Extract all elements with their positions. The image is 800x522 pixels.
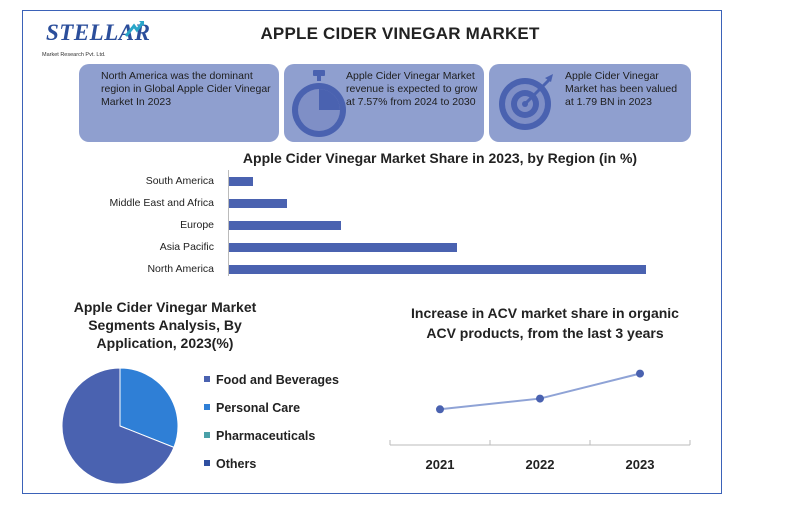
card-text: North America was the dominant region in… bbox=[101, 70, 271, 108]
bar bbox=[229, 243, 457, 252]
bar-label: Europe bbox=[180, 219, 214, 231]
x-tick-label: 2023 bbox=[625, 457, 655, 472]
pie-chart-title: Apple Cider Vinegar Market Segments Anal… bbox=[73, 299, 257, 351]
logo-arrow-icon bbox=[124, 21, 145, 37]
bar-label: South America bbox=[145, 175, 214, 187]
bar-chart-title: Apple Cider Vinegar Market Share in 2023… bbox=[242, 150, 638, 166]
legend-label: Personal Care bbox=[216, 401, 301, 415]
x-tick-label: 2022 bbox=[525, 457, 555, 472]
info-card-value: Apple Cider Vinegar Market has been valu… bbox=[489, 64, 691, 142]
bar-label: North America bbox=[147, 263, 214, 275]
bar bbox=[229, 177, 254, 186]
legend-label: Food and Beverages bbox=[216, 373, 339, 387]
legend-item: Others bbox=[204, 457, 256, 471]
info-card-growth: Apple Cider Vinegar Market revenue is ex… bbox=[284, 64, 484, 142]
card-text: Apple Cider Vinegar Market revenue is ex… bbox=[346, 70, 478, 108]
bar bbox=[229, 199, 288, 208]
logo-subtitle: Market Research Pvt. Ltd. bbox=[42, 52, 106, 58]
data-point bbox=[636, 369, 644, 378]
legend-label: Others bbox=[216, 457, 257, 471]
legend-item: Food and Beverages bbox=[204, 373, 339, 387]
x-tick-label: 2021 bbox=[425, 457, 455, 472]
bar-chart-axis bbox=[228, 170, 229, 276]
series-line bbox=[439, 372, 641, 411]
legend-label: Pharmaceuticals bbox=[216, 429, 316, 443]
legend-swatch bbox=[204, 376, 210, 382]
bar bbox=[229, 221, 341, 230]
bar-label: Middle East and Africa bbox=[109, 197, 214, 209]
infographic-frame bbox=[22, 10, 722, 494]
legend-swatch bbox=[204, 460, 210, 466]
line-chart-title: Increase in ACV market share in organic … bbox=[411, 305, 679, 341]
pie-slice bbox=[61, 367, 175, 485]
stopwatch-icon bbox=[292, 70, 346, 137]
stellar-logo: STELLAR Market Research Pvt. Ltd. bbox=[40, 16, 150, 62]
legend-item: Personal Care bbox=[204, 401, 300, 415]
card-text: Apple Cider Vinegar Market has been valu… bbox=[565, 70, 678, 108]
line-chart bbox=[389, 369, 691, 446]
pie-chart bbox=[61, 367, 179, 485]
data-point bbox=[436, 405, 444, 414]
page-title: APPLE CIDER VINEGAR MARKET bbox=[260, 24, 540, 43]
bar bbox=[229, 265, 647, 274]
bar-label: Asia Pacific bbox=[159, 241, 214, 253]
logo-text: STELLAR bbox=[46, 20, 151, 45]
info-card-region: North America was the dominant region in… bbox=[79, 64, 279, 142]
pie-slice bbox=[119, 367, 179, 449]
legend-swatch bbox=[204, 432, 210, 438]
legend-item: Pharmaceuticals bbox=[204, 429, 315, 443]
legend-swatch bbox=[204, 404, 210, 410]
target-icon bbox=[499, 74, 553, 130]
data-point bbox=[536, 394, 544, 403]
